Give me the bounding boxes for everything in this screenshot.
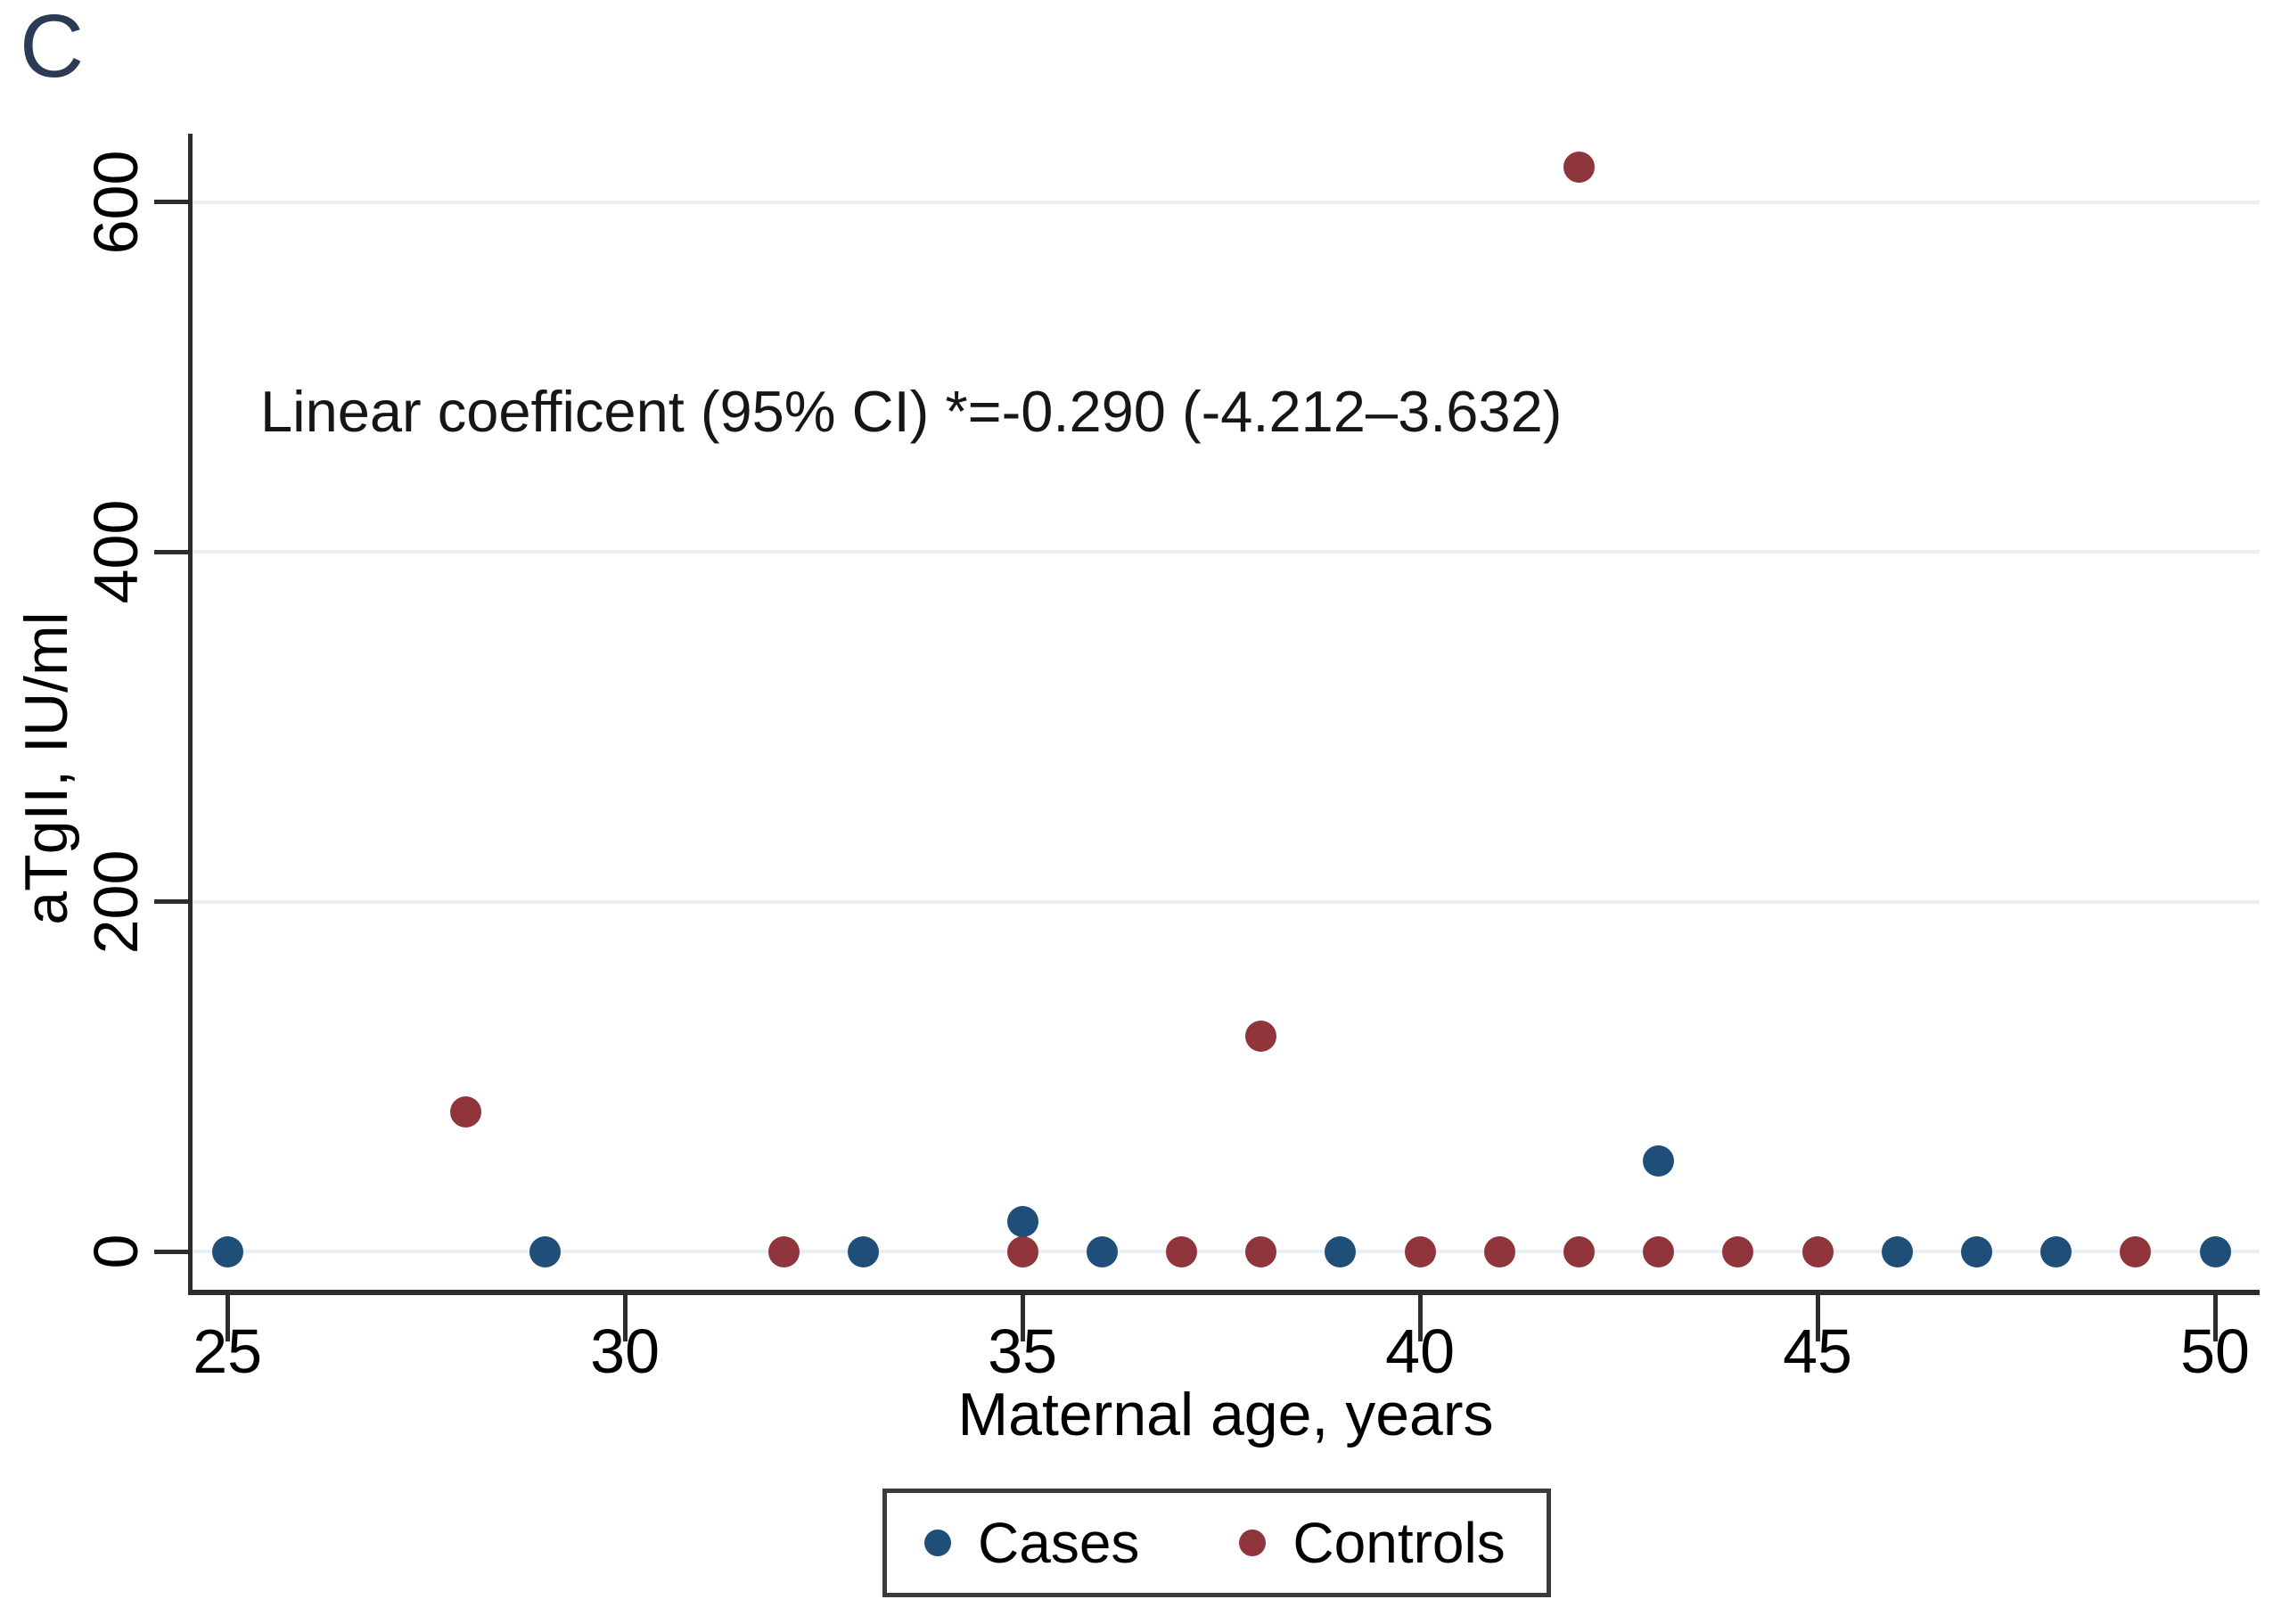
x-tick-50 [2212,1290,2218,1341]
x-axis-title: Maternal age, years [957,1381,1494,1448]
y-tick-200 [154,899,192,905]
data-point-cases [848,1235,880,1267]
legend-label-controls: Controls [1292,1511,1506,1575]
data-point-controls [1165,1235,1197,1267]
x-tick-40 [1417,1290,1423,1341]
x-tick-label-25: 25 [193,1316,263,1386]
y-tick-label-text: 0 [81,1234,151,1269]
data-point-cases [1960,1235,1992,1267]
y-tick-0 [154,1249,192,1254]
y-axis-title-text: aTgII, IU/ml [12,611,80,925]
cases-marker-icon [924,1530,951,1556]
data-point-controls [1563,1235,1595,1267]
data-point-controls [1722,1235,1754,1267]
y-tick-label-text: 600 [81,150,151,255]
y-tick-600 [154,200,192,205]
data-point-controls [1006,1235,1038,1267]
data-point-cases [1086,1235,1118,1267]
gridline-y-200 [192,899,2260,904]
y-tick-400 [154,549,192,554]
data-point-controls [1563,152,1595,184]
data-point-cases [529,1235,562,1267]
data-point-cases [211,1235,243,1267]
panel-label: C [20,0,85,96]
legend: Cases Controls [882,1489,1551,1597]
data-point-cases [1881,1235,1913,1267]
data-point-controls [450,1095,482,1128]
controls-marker-icon [1239,1530,1267,1556]
data-point-cases [1643,1144,1675,1177]
x-tick-label-30: 30 [590,1316,661,1386]
data-point-controls [1643,1235,1675,1267]
x-tick-35 [1020,1290,1025,1341]
x-tick-label-40: 40 [1385,1316,1456,1386]
regression-annotation: Linear coefficent (95% CI) *=-0.290 (-4.… [260,379,1563,444]
legend-item-cases: Cases [924,1510,1139,1576]
x-axis-line [188,1290,2260,1295]
data-point-controls [1245,1235,1277,1267]
data-point-cases [2040,1235,2072,1267]
data-point-controls [1483,1235,1515,1267]
legend-item-controls: Controls [1239,1510,1506,1576]
legend-label-cases: Cases [978,1511,1140,1575]
data-point-controls [1404,1235,1436,1267]
y-tick-label-text: 200 [81,849,151,955]
x-tick-30 [622,1290,628,1341]
data-point-cases [2199,1235,2231,1267]
x-tick-label-45: 45 [1783,1316,1852,1386]
x-tick-label-35: 35 [988,1316,1058,1386]
gridline-y-600 [192,200,2260,204]
data-point-cases [1006,1206,1038,1238]
data-point-controls [1245,1021,1277,1053]
y-tick-label-text: 400 [81,499,151,604]
x-tick-45 [1815,1290,1820,1341]
y-axis-line [188,134,193,1295]
data-point-controls [768,1235,800,1267]
data-point-cases [1325,1235,1357,1267]
data-point-controls [2120,1235,2152,1267]
gridline-y-400 [192,550,2260,554]
data-point-controls [1801,1235,1834,1267]
x-tick-25 [225,1290,230,1341]
gridline-y-0 [192,1250,2260,1254]
x-tick-label-50: 50 [2180,1316,2250,1386]
